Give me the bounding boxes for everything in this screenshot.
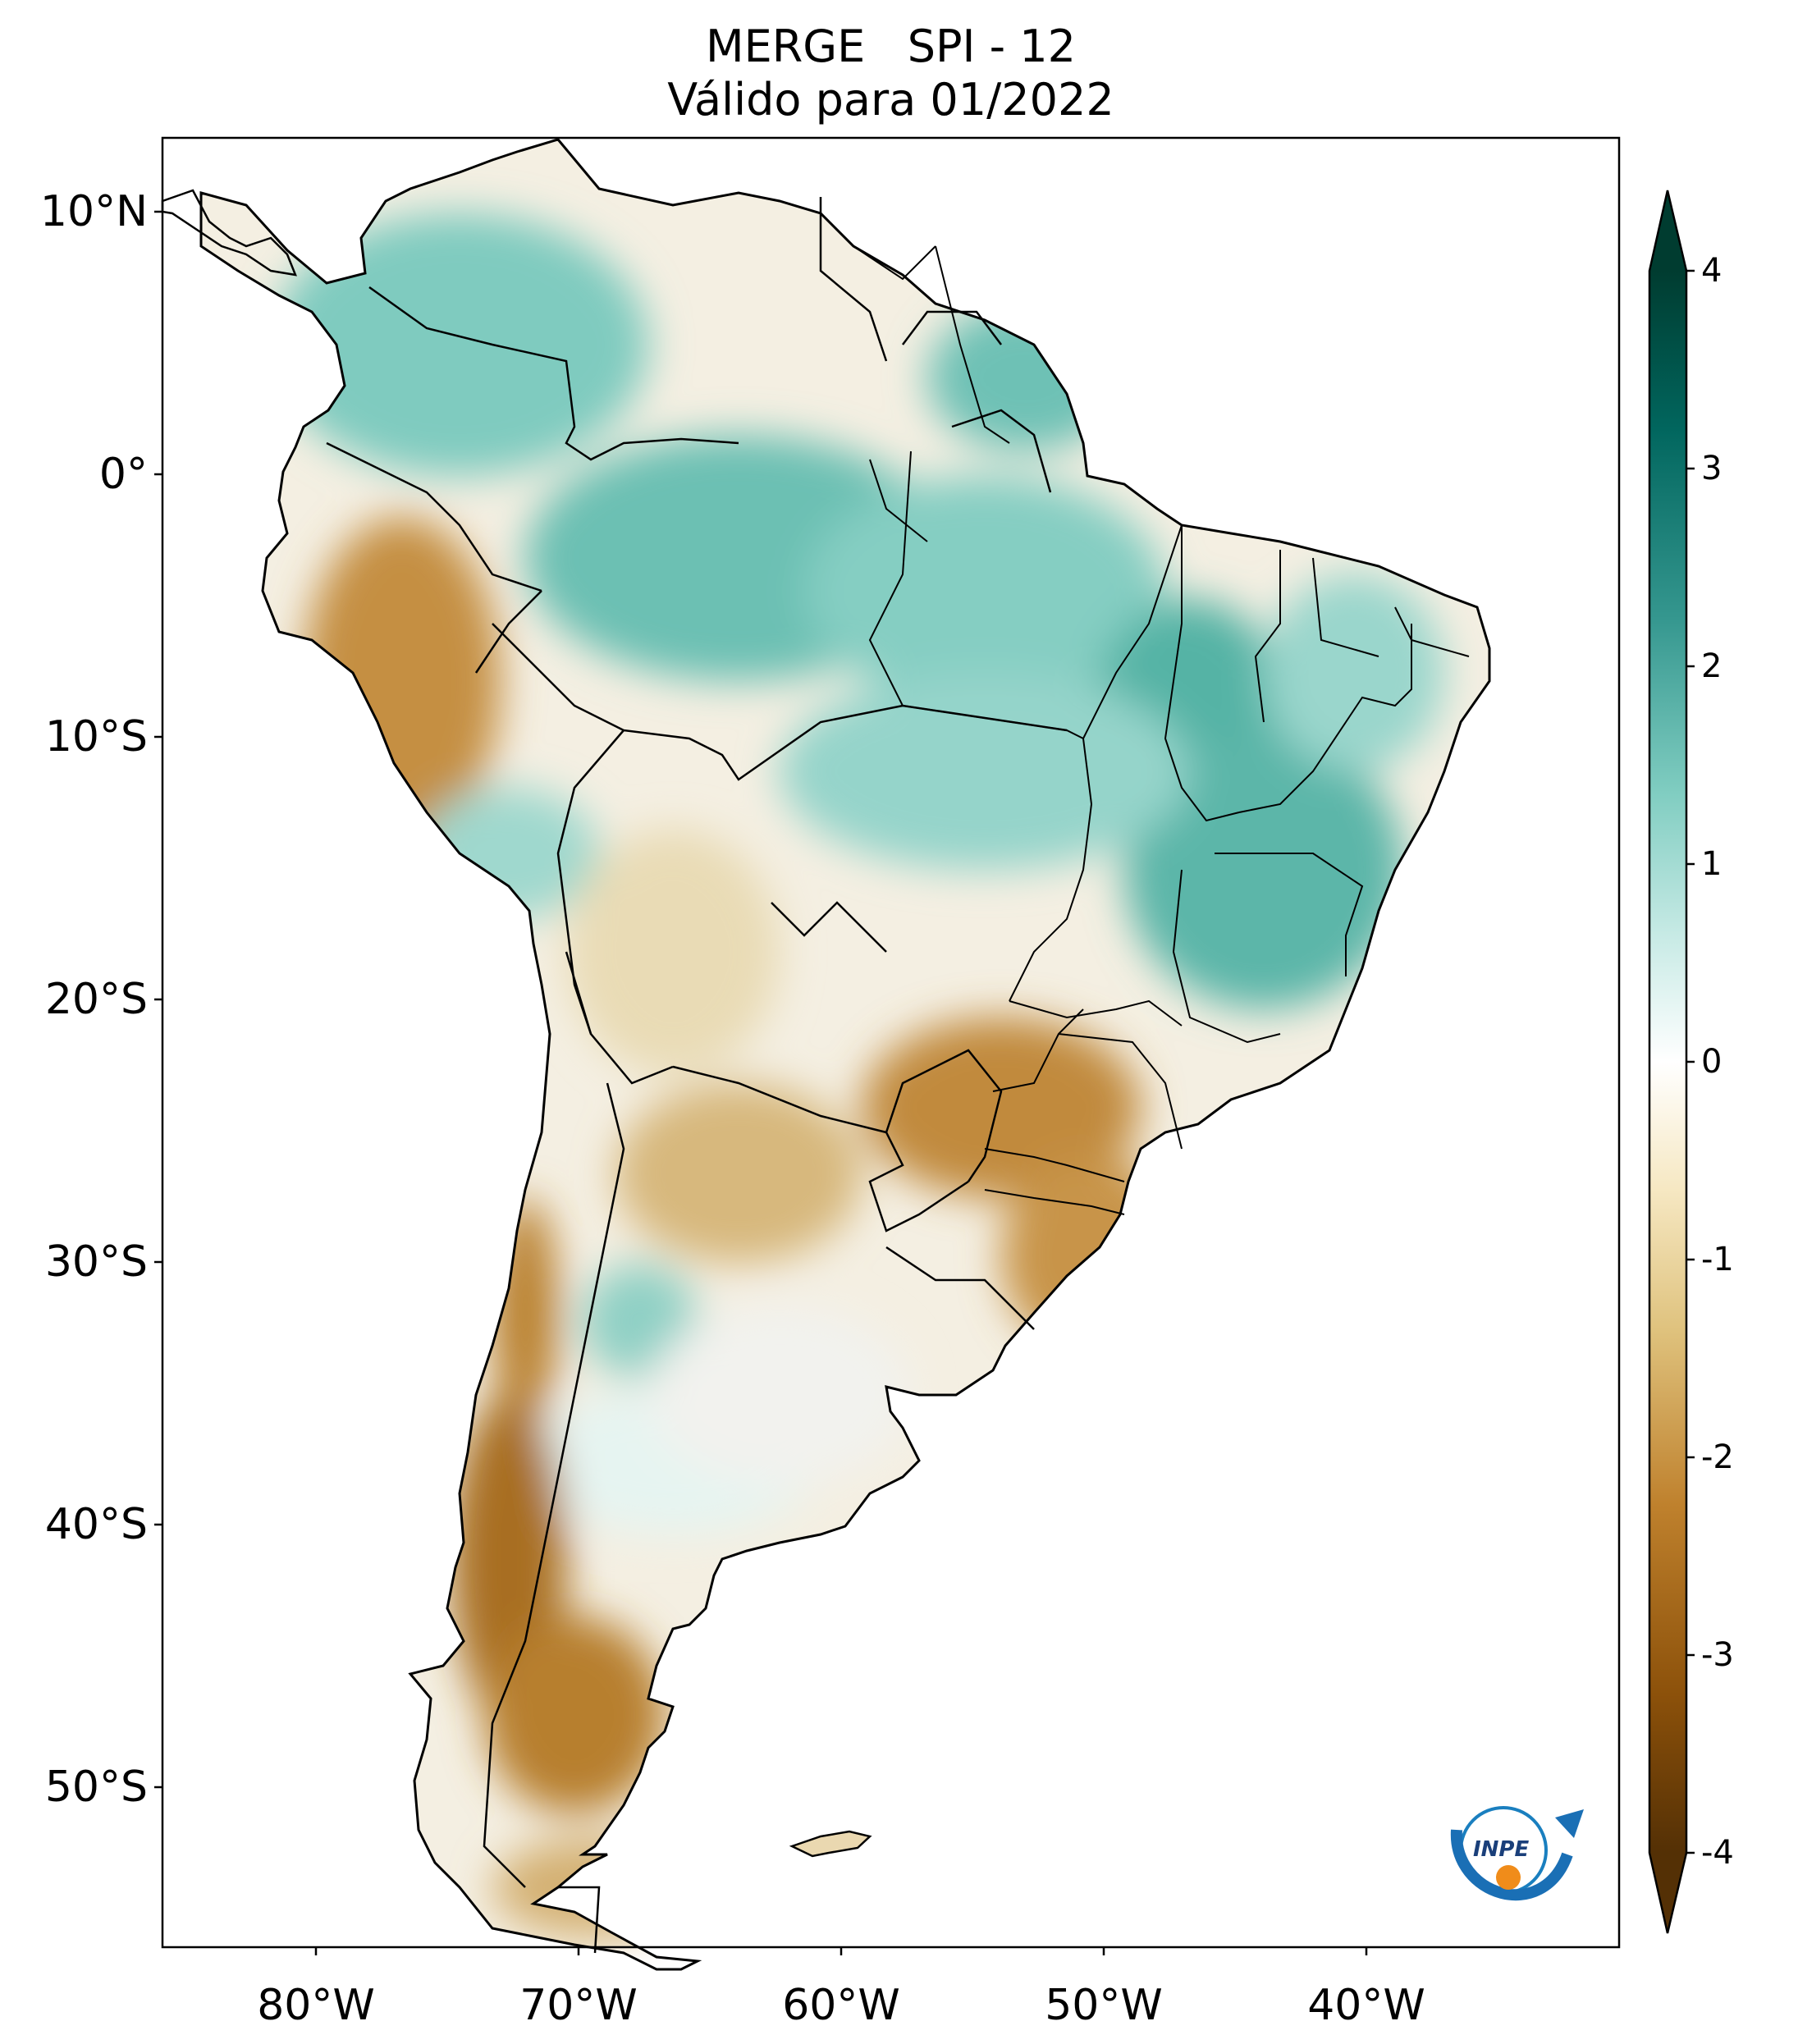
lon-label-50w: 50°W [1045, 1981, 1163, 2030]
colorbar-tick-neg4: -4 [1701, 1834, 1734, 1872]
falkland-islands [789, 1830, 872, 1858]
colorbar-tick-0: 0 [1701, 1043, 1723, 1081]
colorbar-tick-neg2: -2 [1701, 1438, 1734, 1476]
colorbar-extend-min [1649, 1853, 1686, 1933]
lat-label-40s: 40°S [44, 1500, 148, 1549]
map-title: MERGE SPI - 12 [706, 21, 1076, 72]
map-subtitle: Válido para 01/2022 [667, 74, 1114, 126]
lon-ticks [314, 1947, 1368, 1955]
colorbar-tick-4: 4 [1701, 252, 1723, 290]
lon-label-70w: 70°W [519, 1981, 638, 2030]
colorbar-tick-1: 1 [1701, 845, 1723, 883]
colorbar-tick-3: 3 [1701, 450, 1723, 487]
lat-label-10n: 10°N [39, 187, 148, 236]
colorbar-tick-neg1: -1 [1701, 1241, 1734, 1278]
lat-label-50s: 50°S [44, 1763, 148, 1812]
inpe-logo-text: INPE [1473, 1837, 1529, 1862]
inpe-logo: INPE [1450, 1806, 1584, 1901]
continent-outline [199, 138, 1491, 1971]
lon-label-60w: 60°W [782, 1981, 900, 2030]
colorbar-extend-max [1649, 190, 1686, 271]
colorbar-tick-2: 2 [1701, 647, 1723, 685]
lat-label-30s: 30°S [44, 1237, 148, 1287]
country-borders [326, 197, 1068, 1954]
lat-label-10s: 10°S [44, 712, 148, 761]
lat-label-0: 0° [98, 450, 148, 499]
lon-label-80w: 80°W [257, 1981, 375, 2030]
lon-label-40w: 40°W [1307, 1981, 1425, 2030]
map-frame [161, 136, 1621, 1949]
state-borders [853, 245, 1470, 1215]
colorbar-tick-neg3: -3 [1701, 1636, 1734, 1674]
lat-label-20s: 20°S [44, 975, 148, 1024]
central-america-outline [161, 189, 297, 277]
colorbar [1648, 190, 1695, 1934]
lat-ticks [154, 210, 162, 1789]
